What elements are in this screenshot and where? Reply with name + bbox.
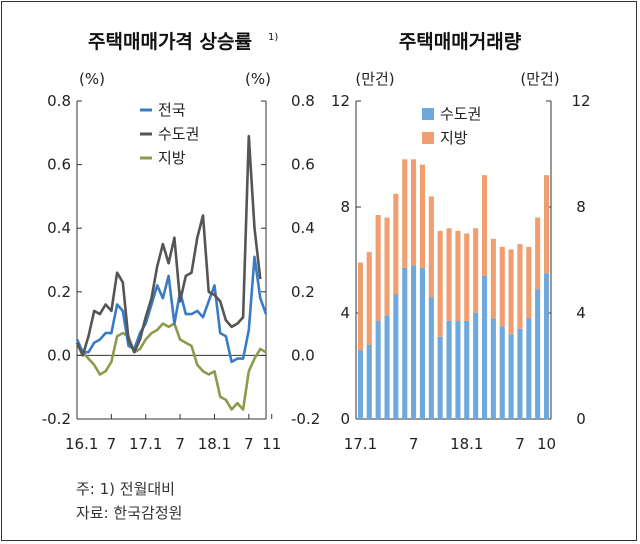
bar-capital-area: [464, 320, 470, 419]
y-tick-label-left: 0.8: [47, 92, 71, 110]
bar-provinces: [455, 230, 461, 321]
bar-capital-area: [437, 336, 443, 419]
bar-capital-area: [490, 318, 496, 419]
transaction-volume-chart: 주택매매거래량 (만건) (만건) 12 12 8 8 4 4 0 0 17.1 7 18.1 7 10…: [331, 31, 591, 453]
bar-capital-area: [419, 267, 425, 419]
y-tick-label-right: 0.2: [291, 283, 315, 301]
legend-swatch: [422, 108, 434, 120]
bar-capital-area: [499, 326, 505, 420]
bar-provinces: [402, 159, 408, 268]
y-tick-label-right: -0.2: [291, 410, 320, 428]
bar-capital-area: [446, 320, 452, 419]
right-chart-right-unit: (만건): [520, 70, 559, 88]
bar-provinces: [482, 175, 488, 276]
x-tick-label: 10: [537, 435, 556, 453]
right-unit-label: (%): [245, 70, 271, 88]
bar-capital-area: [473, 313, 479, 419]
y-tick-label-left: 8: [340, 198, 350, 216]
bar-provinces: [544, 175, 550, 274]
y-tick-label-right: 12: [571, 92, 590, 110]
legend-label: 전국: [158, 101, 186, 119]
bar-provinces: [419, 164, 425, 268]
bar-provinces: [464, 233, 470, 321]
bar-provinces: [375, 215, 381, 321]
source-note: 자료: 한국감정원: [76, 504, 183, 522]
price-change-chart: 주택매매가격 상승률 1) (%) (%) 0.8 0.8 0.6 0.6 0.4 0.4…: [42, 31, 321, 453]
y-tick-label-left: 0.2: [47, 283, 71, 301]
x-tick-label: 17.1: [344, 435, 377, 453]
series-line-1: [75, 255, 268, 364]
y-tick-label-right: 0.6: [291, 156, 315, 174]
y-tick-label-left: 12: [331, 92, 350, 110]
bar-capital-area: [544, 273, 550, 420]
y-tick-label-left: 0: [340, 410, 350, 428]
bar-capital-area: [526, 318, 532, 419]
bar-capital-area: [508, 334, 514, 419]
bar-provinces: [437, 230, 443, 337]
footnote: 주: 1) 전월대비: [76, 480, 175, 498]
bar-provinces: [428, 196, 434, 298]
legend-label: 지방: [440, 129, 468, 147]
y-tick-label-left: -0.2: [42, 410, 71, 428]
legend-label: 지방: [158, 149, 186, 167]
bar-provinces: [446, 228, 452, 321]
legend-label: 수도권: [440, 105, 481, 123]
left-unit-label: (%): [79, 70, 105, 88]
bar-capital-area: [455, 320, 461, 419]
left-chart-title: 주택매매가격 상승률: [88, 31, 252, 53]
bar-provinces: [411, 159, 417, 266]
x-tick-label: 16.1: [65, 435, 98, 453]
x-tick-label: 18.1: [450, 435, 483, 453]
bar-capital-area: [357, 350, 363, 419]
y-tick-label-left: 0.4: [47, 219, 71, 237]
x-tick-label: 7: [107, 435, 117, 453]
y-tick-label-right: 4: [576, 304, 586, 322]
bar-capital-area: [482, 275, 488, 419]
bar-provinces: [508, 249, 514, 335]
x-tick-label: 7: [515, 435, 525, 453]
bar-provinces: [473, 228, 479, 313]
x-tick-label: 7: [175, 435, 185, 453]
bar-capital-area: [428, 297, 434, 419]
x-tick-label: 7: [409, 435, 419, 453]
y-tick-label-left: 0.6: [47, 156, 71, 174]
bar-provinces: [357, 262, 363, 351]
y-tick-label-left: 0.0: [47, 346, 71, 364]
x-tick-label: 17.1: [129, 435, 162, 453]
x-tick-label: 18.1: [198, 435, 231, 453]
legend-swatch: [422, 132, 434, 144]
y-tick-label-left: 4: [340, 304, 350, 322]
bar-provinces: [393, 193, 399, 295]
right-chart-title: 주택매매거래량: [399, 31, 522, 53]
bar-capital-area: [375, 320, 381, 419]
y-tick-label-right: 0.8: [291, 92, 315, 110]
bar-provinces: [517, 244, 523, 329]
legend-label: 수도권: [158, 125, 199, 143]
bar-provinces: [366, 252, 372, 345]
bar-capital-area: [402, 267, 408, 419]
x-tick-label: 7: [244, 435, 254, 453]
x-tick-label: 11: [262, 435, 281, 453]
bar-provinces: [535, 217, 541, 290]
bar-capital-area: [411, 265, 417, 419]
bar-capital-area: [517, 328, 523, 419]
series-line-2: [75, 134, 262, 357]
bar-provinces: [499, 246, 505, 327]
right-chart-left-unit: (만건): [355, 70, 394, 88]
y-tick-label-right: 0.4: [291, 219, 315, 237]
bar-capital-area: [366, 344, 372, 419]
left-chart-title-footnote: 1): [268, 32, 278, 43]
bar-provinces: [384, 217, 390, 316]
bar-capital-area: [393, 294, 399, 419]
bar-capital-area: [535, 289, 541, 419]
bar-provinces: [526, 246, 532, 319]
series-line-3: [75, 322, 267, 411]
bar-provinces: [490, 238, 496, 319]
y-tick-label-right: 8: [576, 198, 586, 216]
bar-capital-area: [384, 315, 390, 419]
y-tick-label-right: 0: [576, 410, 586, 428]
y-tick-label-right: 0.0: [291, 346, 315, 364]
